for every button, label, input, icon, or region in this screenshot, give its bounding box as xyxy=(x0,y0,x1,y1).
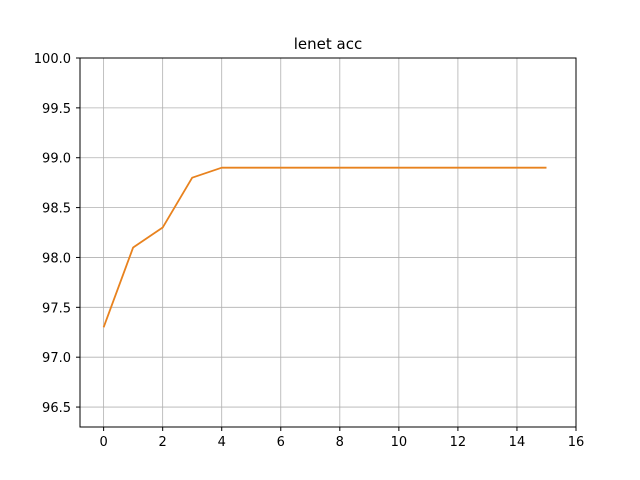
chart-title: lenet acc xyxy=(294,35,362,53)
y-tick-label: 96.5 xyxy=(42,401,71,416)
y-axis: 96.5 97.0 97.5 98.0 98.5 99.0 99.5 100.0 xyxy=(34,52,80,416)
x-axis: 0 2 4 6 8 10 12 14 16 xyxy=(99,427,584,450)
x-tick-label: 6 xyxy=(277,435,285,450)
x-tick-label: 0 xyxy=(99,435,107,450)
y-tick-label: 97.5 xyxy=(42,301,71,316)
x-tick-label: 14 xyxy=(509,435,526,450)
y-tick-label: 98.5 xyxy=(42,202,71,217)
series-line xyxy=(102,166,547,328)
grid xyxy=(80,57,577,427)
axes-frame xyxy=(79,57,577,428)
y-tick-label: 97.0 xyxy=(42,351,71,366)
x-tick-label: 10 xyxy=(391,435,408,450)
x-tick-label: 4 xyxy=(218,435,226,450)
x-tick-label: 8 xyxy=(336,435,344,450)
y-tick-label: 99.0 xyxy=(42,152,71,167)
y-tick-label: 99.5 xyxy=(42,102,71,117)
x-tick-label: 16 xyxy=(568,435,585,450)
x-tick-label: 2 xyxy=(159,435,167,450)
plot-area xyxy=(102,166,547,328)
y-tick-label: 98.0 xyxy=(42,251,71,266)
y-tick-label: 100.0 xyxy=(34,52,71,67)
x-tick-label: 12 xyxy=(450,435,467,450)
